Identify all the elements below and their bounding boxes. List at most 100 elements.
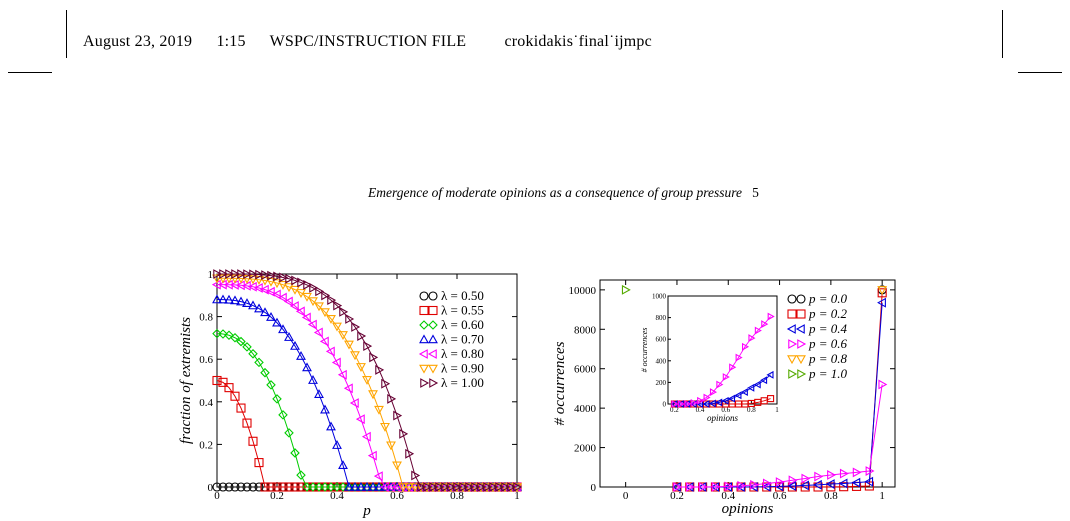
- left-chart-point: [302, 362, 312, 372]
- inset-point: [677, 400, 685, 408]
- inset-point: [767, 312, 775, 321]
- left-chart-point: [392, 461, 402, 471]
- left-legend-marker: [419, 320, 429, 330]
- left-chart-point: [230, 391, 240, 401]
- left-chart-point: [289, 301, 299, 311]
- left-chart-xtick-label: 1: [514, 490, 520, 502]
- right-chart-point: [878, 379, 888, 390]
- left-chart-point: [447, 482, 457, 492]
- left-chart-point: [230, 274, 240, 284]
- left-chart-point: [212, 328, 222, 339]
- inset-point: [767, 395, 775, 403]
- inset-series-line: [674, 316, 771, 405]
- inset-point: [760, 376, 768, 385]
- left-chart-point: [236, 336, 246, 347]
- left-chart-point: [350, 481, 360, 491]
- left-chart-point: [290, 448, 300, 458]
- left-chart-point: [279, 272, 289, 283]
- left-chart-xlabel: p: [362, 503, 371, 519]
- left-chart-point: [248, 275, 258, 285]
- left-chart-point: [243, 269, 253, 280]
- right-legend-label: p = 0.4: [808, 321, 848, 336]
- left-chart-point: [319, 336, 329, 347]
- left-chart-point: [212, 375, 222, 386]
- left-chart-point: [248, 349, 258, 359]
- left-chart-point: [375, 364, 385, 375]
- header-file: crokidakis˙final˙ijmpc: [504, 33, 652, 50]
- left-chart-point: [368, 390, 378, 400]
- right-legend-label: p = 0.0: [808, 291, 848, 306]
- left-chart-point: [290, 340, 300, 350]
- left-legend-label: λ = 0.50: [441, 288, 484, 303]
- left-chart-point: [218, 377, 228, 387]
- left-chart-point: [272, 279, 282, 289]
- left-chart-point: [242, 274, 252, 284]
- right-legend-marker: [786, 324, 796, 334]
- inset-xlabel: opinions: [707, 413, 739, 423]
- left-chart-point: [363, 341, 373, 352]
- left-chart-point: [405, 448, 415, 459]
- left-chart-point: [339, 306, 349, 317]
- left-chart-point: [296, 470, 306, 480]
- left-chart-point: [272, 394, 282, 404]
- running-title: Emergence of moderate opinions as a cons…: [368, 185, 743, 200]
- left-chart-point: [313, 327, 323, 338]
- left-chart-point: [367, 450, 377, 461]
- left-chart-point: [254, 482, 264, 492]
- left-legend-marker: [418, 349, 428, 359]
- left-chart-point: [224, 274, 234, 284]
- left-chart-point: [283, 296, 293, 307]
- header-style: WSPC/INSTRUCTION FILE: [269, 33, 467, 50]
- right-chart-point: [724, 481, 734, 492]
- right-chart-point: [775, 477, 785, 488]
- inset-point: [735, 353, 743, 362]
- left-chart-point: [277, 292, 287, 303]
- left-chart-point: [309, 282, 319, 293]
- left-chart-point: [423, 482, 433, 492]
- left-chart-point: [387, 393, 397, 404]
- left-chart-point: [410, 483, 420, 493]
- left-chart-point: [501, 482, 511, 492]
- left-chart-point: [345, 314, 355, 324]
- inset-point: [702, 400, 710, 408]
- right-chart-point: [737, 480, 747, 491]
- left-chart-point: [265, 286, 275, 297]
- left-chart-point: [325, 346, 335, 357]
- left-chart-point: [266, 380, 276, 390]
- left-chart-point: [266, 311, 276, 321]
- right-chart-point: [761, 481, 771, 492]
- left-chart-point: [297, 277, 307, 288]
- left-chart-point: [411, 470, 421, 481]
- left-margin-rule: [66, 10, 67, 58]
- left-chart-point: [374, 405, 384, 415]
- inset-point: [684, 400, 692, 408]
- left-chart-point: [303, 279, 313, 290]
- left-chart-point: [242, 418, 252, 428]
- left-legend-marker: [420, 378, 430, 388]
- left-chart-point: [465, 482, 475, 492]
- left-chart-point: [231, 269, 241, 279]
- left-chart-point: [356, 363, 366, 372]
- left-chart-point: [218, 329, 228, 339]
- left-chart-point: [489, 482, 499, 492]
- right-chart-ytick-label: 8000: [574, 324, 597, 336]
- right-chart-xtick-label: 0: [623, 490, 629, 502]
- left-chart-point: [236, 403, 246, 413]
- inset-point: [727, 394, 736, 403]
- left-chart-point: [381, 378, 391, 389]
- header-time: 1:15: [216, 33, 246, 50]
- left-chart-point: [284, 482, 294, 492]
- left-chart-point: [398, 483, 408, 493]
- left-chart-xtick-label: 0.6: [390, 490, 404, 502]
- right-chart-point: [826, 482, 836, 492]
- left-chart-ytick-label: 0.4: [199, 397, 213, 409]
- left-chart-point: [351, 322, 361, 332]
- left-chart-point: [369, 352, 379, 363]
- left-chart-point: [230, 482, 240, 492]
- left-chart-point: [380, 422, 390, 432]
- left-chart-point: [278, 280, 288, 290]
- left-chart-point: [320, 308, 330, 318]
- right-chart-point: [839, 482, 849, 492]
- left-chart-point: [254, 357, 264, 368]
